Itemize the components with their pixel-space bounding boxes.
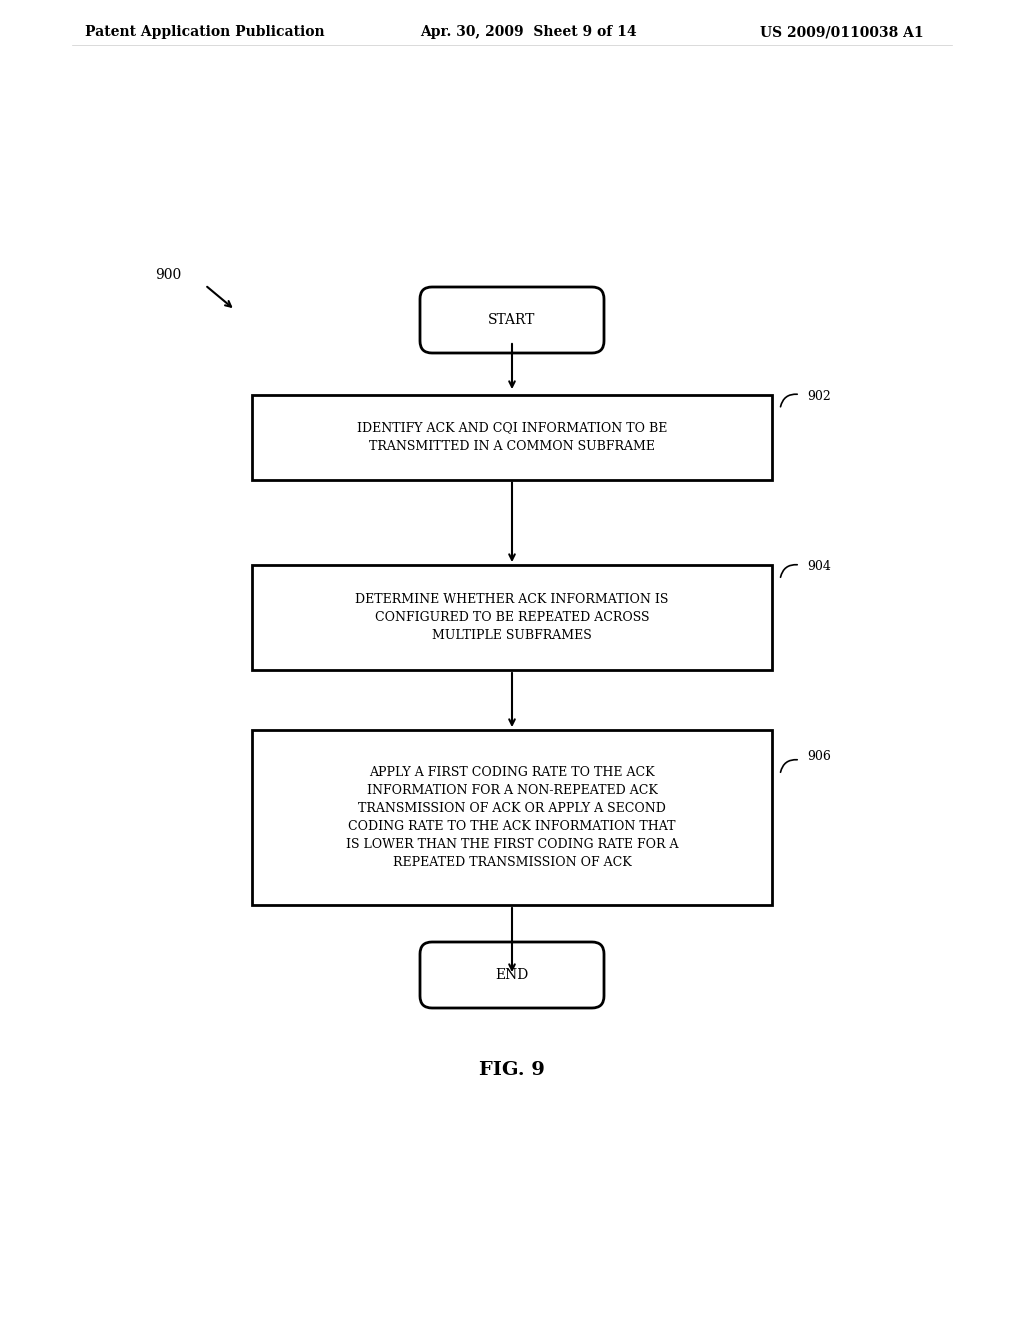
- Text: 906: 906: [807, 750, 830, 763]
- Text: US 2009/0110038 A1: US 2009/0110038 A1: [760, 25, 924, 40]
- Text: START: START: [488, 313, 536, 327]
- Text: 904: 904: [807, 560, 830, 573]
- Text: FIG. 9: FIG. 9: [479, 1061, 545, 1078]
- Text: END: END: [496, 968, 528, 982]
- Text: IDENTIFY ACK AND CQI INFORMATION TO BE
TRANSMITTED IN A COMMON SUBFRAME: IDENTIFY ACK AND CQI INFORMATION TO BE T…: [356, 421, 668, 453]
- Text: Patent Application Publication: Patent Application Publication: [85, 25, 325, 40]
- FancyBboxPatch shape: [420, 942, 604, 1008]
- Text: DETERMINE WHETHER ACK INFORMATION IS
CONFIGURED TO BE REPEATED ACROSS
MULTIPLE S: DETERMINE WHETHER ACK INFORMATION IS CON…: [355, 593, 669, 642]
- Bar: [252, 730, 772, 906]
- Text: Apr. 30, 2009  Sheet 9 of 14: Apr. 30, 2009 Sheet 9 of 14: [420, 25, 637, 40]
- Text: APPLY A FIRST CODING RATE TO THE ACK
INFORMATION FOR A NON-REPEATED ACK
TRANSMIS: APPLY A FIRST CODING RATE TO THE ACK INF…: [346, 766, 678, 869]
- Text: 900: 900: [155, 268, 181, 282]
- Bar: [252, 565, 772, 671]
- Bar: [252, 395, 772, 479]
- FancyBboxPatch shape: [420, 286, 604, 352]
- Text: 902: 902: [807, 389, 830, 403]
